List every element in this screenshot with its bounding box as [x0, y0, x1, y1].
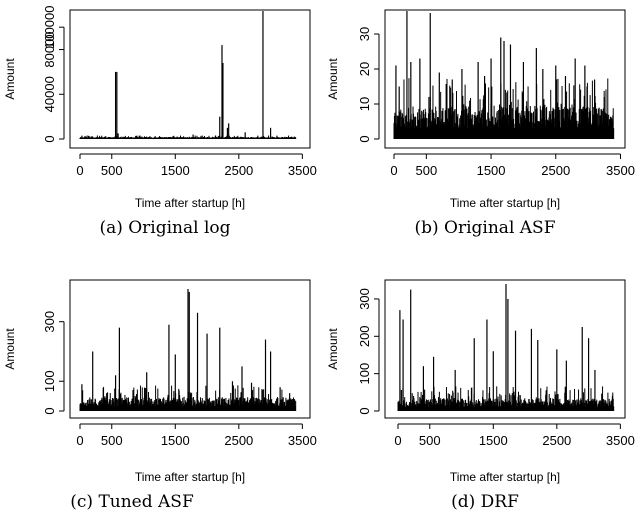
- y-axis: 0 10 20 30: [357, 27, 380, 143]
- x-tick-label: 3500: [606, 163, 635, 178]
- x-tick-label: 0: [390, 163, 397, 178]
- panel-caption: (d) DRF: [451, 492, 519, 512]
- x-tick-label: 500: [101, 433, 123, 448]
- x-axis-label: Time after startup [h]: [135, 470, 245, 484]
- panel-caption: (c) Tuned ASF: [70, 492, 194, 512]
- y-tick-label: 0: [357, 407, 372, 414]
- y-tick-label: 200: [357, 325, 372, 347]
- plot-frame: [384, 9, 626, 149]
- x-axis: 0 500 1500 2500 3500: [76, 153, 317, 178]
- y-tick-label: 100000: [42, 5, 57, 48]
- series-bars: [79, 288, 297, 411]
- y-axis-label: Amount: [3, 58, 17, 100]
- y-axis: 0 100 300: [42, 311, 65, 415]
- x-axis: 0 500 1500 2500 3500: [76, 423, 317, 448]
- y-tick-label: 0: [42, 407, 57, 414]
- panel-caption: (a) Original log: [99, 218, 230, 238]
- y-axis: 0 100 200 300: [357, 288, 380, 415]
- panel-d: 0 500 1500 2500 3500 Time after startup [h] 0 1…: [326, 279, 635, 512]
- panel-a: 0 500 1500 2500 3500 Time after startup [h] 0 4…: [3, 5, 317, 238]
- y-tick-label: 80000: [42, 31, 57, 67]
- panel-b: 0 500 1500 2500 3500 Time after startup [h] 0 1…: [326, 9, 635, 238]
- y-tick-label: 100: [357, 363, 372, 385]
- series-bars: [397, 284, 615, 411]
- y-tick-label: 0: [42, 135, 57, 142]
- x-tick-label: 1500: [161, 433, 190, 448]
- x-tick-label: 2500: [542, 433, 571, 448]
- y-axis-label: Amount: [326, 58, 340, 100]
- x-tick-label: 0: [76, 163, 83, 178]
- series-bars: [393, 11, 615, 139]
- y-tick-label: 20: [357, 62, 372, 76]
- x-tick-label: 3500: [288, 163, 317, 178]
- x-tick-label: 500: [419, 433, 441, 448]
- y-tick-label: 30: [357, 27, 372, 41]
- y-tick-label: 100: [42, 370, 57, 392]
- x-axis-label: Time after startup [h]: [135, 196, 245, 210]
- x-tick-label: 3500: [606, 433, 635, 448]
- x-tick-label: 2500: [541, 163, 570, 178]
- x-tick-label: 3500: [288, 433, 317, 448]
- y-tick-label: 40000: [42, 76, 57, 112]
- x-tick-label: 1500: [479, 433, 508, 448]
- plot-frame: [69, 9, 311, 149]
- x-tick-label: 0: [394, 433, 401, 448]
- x-tick-label: 2500: [224, 163, 253, 178]
- x-tick-label: 500: [416, 163, 438, 178]
- y-tick-label: 0: [357, 135, 372, 142]
- series-bars: [79, 11, 297, 139]
- x-tick-label: 2500: [224, 433, 253, 448]
- y-tick-label: 300: [42, 311, 57, 333]
- x-axis-label: Time after startup [h]: [450, 470, 560, 484]
- y-axis-label: Amount: [326, 328, 340, 370]
- y-tick-label: 300: [357, 288, 372, 310]
- x-axis: 0 500 1500 2500 3500: [394, 423, 635, 448]
- panel-caption: (b) Original ASF: [414, 218, 555, 238]
- plot-frame: [384, 279, 626, 419]
- panel-c: 0 500 1500 2500 3500 Time after startup [h] 0 1…: [3, 279, 317, 512]
- x-tick-label: 500: [101, 163, 123, 178]
- x-tick-label: 0: [76, 433, 83, 448]
- x-tick-label: 1500: [161, 163, 190, 178]
- plot-frame: [69, 279, 311, 419]
- y-tick-label: 10: [357, 97, 372, 111]
- x-tick-label: 1500: [477, 163, 506, 178]
- y-axis-label: Amount: [3, 328, 17, 370]
- x-axis-label: Time after startup [h]: [450, 196, 560, 210]
- x-axis: 0 500 1500 2500 3500: [390, 153, 635, 178]
